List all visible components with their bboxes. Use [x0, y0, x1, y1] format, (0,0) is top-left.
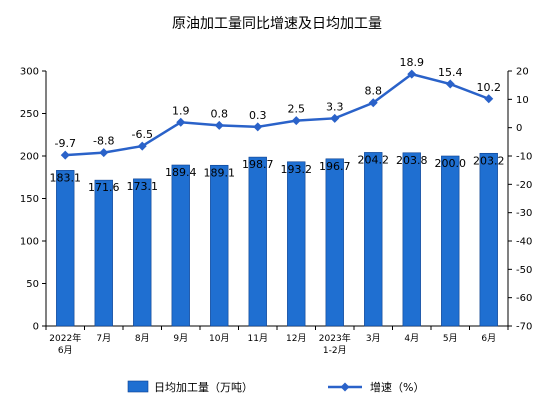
line-value-label: 8.8: [365, 85, 383, 98]
bar-value-label: 203.2: [473, 154, 505, 167]
bar: [133, 178, 152, 327]
x-tick-label: 11月: [248, 333, 268, 344]
line-value-label: 3.3: [326, 100, 344, 113]
bar-value-label: 173.1: [127, 180, 159, 193]
line-point: [214, 120, 224, 130]
left-tick-label: 100: [20, 237, 39, 248]
growth-line: [65, 72, 490, 157]
bar: [441, 155, 460, 327]
axes: 050100150200250300-70-60-50-40-30-20-100…: [20, 67, 532, 357]
line-point: [253, 122, 263, 132]
right-tick-label: -60: [516, 293, 532, 304]
line-value-label: 2.5: [288, 103, 306, 116]
x-tick-label: 6月: [481, 333, 496, 344]
line-point: [176, 117, 186, 127]
right-tick-label: 10: [516, 95, 529, 106]
bar-value-label: 196.7: [319, 160, 351, 173]
line-value-label: 18.9: [400, 56, 425, 69]
bar: [325, 158, 344, 327]
line-value-label: -8.8: [93, 135, 114, 148]
bar: [94, 179, 113, 327]
x-tick-label: 3月: [366, 333, 381, 344]
left-tick-label: 0: [33, 322, 39, 333]
left-tick-label: 200: [20, 152, 39, 163]
right-tick-label: -40: [516, 237, 532, 248]
line-value-label: 10.2: [477, 81, 502, 94]
line-value-label: 0.3: [249, 109, 267, 122]
x-tick-label: 7月: [96, 333, 111, 344]
bar-value-label: 189.4: [165, 166, 197, 179]
line-point: [330, 113, 340, 123]
x-tick-label: 2022年 6月: [49, 332, 81, 356]
bar-value-label: 200.0: [435, 157, 467, 170]
x-tick-label: 5月: [443, 333, 458, 344]
data-labels: 183.1 171.6 173.1 189.4 189.1 198.7 193.2 196.7…: [50, 56, 505, 194]
left-tick-label: 250: [20, 109, 39, 120]
bar-value-label: 189.1: [204, 166, 236, 179]
x-tick-label: 12月: [286, 333, 306, 344]
line-value-label: 1.9: [172, 104, 190, 117]
line-point: [368, 98, 378, 108]
bar: [56, 170, 75, 327]
bar: [248, 156, 267, 327]
bar-value-label: 204.2: [358, 153, 390, 166]
line-point: [445, 79, 455, 89]
line-value-label: 0.8: [211, 107, 229, 120]
x-tick-label: 8月: [135, 333, 150, 344]
bar-value-label: 193.2: [281, 163, 313, 176]
right-tick-label: 0: [516, 123, 522, 134]
line-value-label: -6.5: [132, 128, 153, 141]
bar-value-label: 203.8: [396, 154, 428, 167]
right-tick-label: -20: [516, 180, 532, 191]
line-value-label: -9.7: [55, 137, 76, 150]
line-point: [291, 116, 301, 126]
bar: [210, 164, 229, 327]
x-tick-label: 10月: [209, 333, 229, 344]
bar: [287, 161, 306, 327]
line-point: [407, 69, 417, 79]
bar-value-label: 183.1: [50, 171, 82, 184]
legend-line-label: 增速（%）: [370, 380, 424, 394]
left-tick-label: 300: [20, 67, 39, 78]
chart-title: 原油加工量同比增速及日均加工量: [172, 16, 382, 32]
bar: [171, 164, 190, 327]
bar: [479, 152, 498, 327]
line-point: [137, 141, 147, 151]
bar-series: [56, 152, 498, 327]
left-tick-label: 50: [26, 279, 39, 290]
right-tick-label: -10: [516, 152, 532, 163]
line-point: [99, 148, 109, 158]
legend: 日均加工量（万吨） 增速（%）: [127, 380, 424, 394]
line-point: [484, 94, 494, 104]
line-series: [60, 69, 494, 160]
legend-bar-label: 日均加工量（万吨）: [154, 381, 253, 394]
right-tick-label: 20: [516, 67, 529, 78]
x-tick-label: 2023年 1-2月: [319, 332, 351, 356]
right-tick-label: -50: [516, 265, 532, 276]
bar-value-label: 171.6: [88, 181, 120, 194]
bar: [364, 152, 383, 327]
legend-line-marker: [340, 382, 350, 392]
line-point: [60, 150, 70, 160]
bar: [402, 152, 421, 327]
bar-value-label: 198.7: [242, 158, 274, 171]
legend-bar-swatch: [127, 380, 149, 393]
left-tick-label: 150: [20, 194, 39, 205]
right-tick-label: -70: [516, 322, 532, 333]
x-tick-label: 9月: [173, 333, 188, 344]
line-value-label: 15.4: [438, 66, 463, 79]
right-tick-label: -30: [516, 208, 532, 219]
x-tick-label: 4月: [404, 333, 419, 344]
